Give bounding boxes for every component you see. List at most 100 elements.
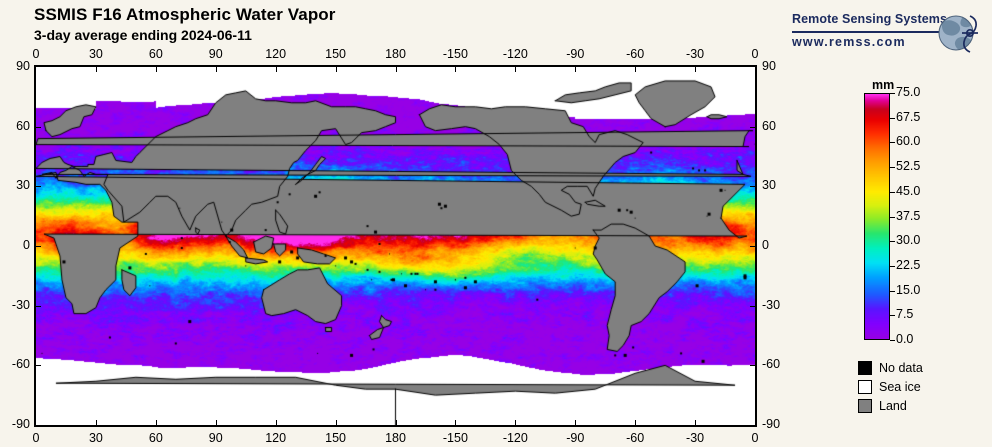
legend-item-sea-ice: Sea ice	[858, 377, 923, 396]
y-tick-label-right: -60	[762, 357, 781, 372]
colorbar-tick-label: 67.5	[896, 109, 921, 124]
colorbar-tick-mark	[890, 142, 895, 144]
x-tick-mark	[95, 420, 97, 427]
y-tick-mark	[34, 126, 41, 128]
x-tick-mark	[155, 65, 157, 72]
legend-swatch-sea-ice	[858, 379, 872, 394]
colorbar-unit-label: mm	[872, 78, 895, 92]
colorbar-tick-label: 45.0	[896, 183, 921, 198]
x-tick-mark	[635, 420, 637, 427]
y-tick-label-left: 30	[16, 178, 30, 193]
x-tick-label-bottom: -60	[626, 431, 645, 445]
x-tick-label-bottom: 90	[208, 431, 223, 445]
x-tick-label-bottom: 0	[32, 431, 40, 445]
x-tick-label-top: -90	[566, 47, 585, 61]
legend-swatch-no-data	[858, 360, 872, 375]
colorbar-tick-label: 7.5	[896, 307, 914, 322]
remss-logo: Remote Sensing Systems www.remss.com	[792, 10, 982, 58]
page-subtitle: 3-day average ending 2024-06-11	[34, 27, 252, 43]
x-tick-label-bottom: 0	[751, 431, 759, 445]
colorbar-tick-label: 37.5	[896, 208, 921, 223]
x-tick-mark	[515, 65, 517, 72]
y-tick-label-right: 60	[762, 118, 776, 133]
y-tick-label-right: 90	[762, 59, 776, 73]
map-legend: No data Sea ice Land	[858, 358, 923, 415]
colorbar-tick-mark	[890, 93, 895, 94]
colorbar-tick-mark	[890, 117, 895, 119]
x-tick-label-bottom: 60	[148, 431, 163, 445]
map-plot-area[interactable]	[34, 65, 757, 427]
page-title: SSMIS F16 Atmospheric Water Vapor	[34, 5, 336, 24]
x-tick-label-bottom: 150	[325, 431, 346, 445]
colorbar-tick-label: 75.0	[896, 85, 921, 99]
x-tick-mark	[95, 65, 97, 72]
y-tick-label-right: 0	[762, 238, 769, 252]
x-tick-mark	[575, 65, 577, 72]
x-tick-mark	[695, 420, 697, 427]
colorbar-tick-label: 15.0	[896, 282, 921, 297]
x-tick-label-top: 90	[208, 47, 223, 61]
x-tick-label-top: 60	[148, 47, 163, 61]
x-tick-mark	[455, 420, 457, 427]
legend-label-sea-ice: Sea ice	[879, 379, 921, 394]
y-tick-label-right: -30	[762, 297, 781, 312]
colorbar-tick-mark	[890, 216, 895, 218]
legend-swatch-land	[858, 398, 872, 413]
y-tick-mark	[34, 365, 41, 367]
y-tick-label-right: 30	[762, 178, 776, 193]
x-tick-mark	[215, 65, 217, 72]
y-tick-label-left: 90	[16, 59, 30, 73]
logo-organization: Remote Sensing Systems	[792, 12, 948, 26]
y-tick-label-left: -90	[11, 417, 30, 431]
y-tick-mark	[34, 186, 41, 188]
x-tick-mark	[215, 420, 217, 427]
y-tick-label-left: 0	[23, 238, 30, 252]
x-tick-label-top: -60	[626, 47, 645, 61]
x-tick-label-top: 0	[751, 47, 759, 61]
x-tick-label-top: 150	[325, 47, 346, 61]
colorbar-gradient	[864, 93, 890, 340]
x-tick-label-top: 0	[32, 47, 40, 61]
x-tick-mark	[275, 420, 277, 427]
y-tick-mark	[750, 126, 757, 128]
legend-item-land: Land	[858, 396, 923, 415]
y-tick-label-left: -60	[11, 357, 30, 372]
x-tick-label-top: -120	[502, 47, 528, 61]
legend-label-land: Land	[879, 398, 907, 413]
x-tick-label-bottom: -90	[566, 431, 585, 445]
colorbar-tick-label: 52.5	[896, 159, 921, 174]
y-tick-mark	[750, 365, 757, 367]
x-tick-mark	[575, 420, 577, 427]
x-tick-label-bottom: 30	[88, 431, 103, 445]
legend-label-no-data: No data	[879, 360, 923, 375]
x-tick-label-top: -150	[442, 47, 468, 61]
logo-divider	[792, 31, 944, 33]
y-tick-mark	[34, 246, 41, 247]
y-tick-mark	[750, 305, 757, 307]
y-tick-mark	[34, 305, 41, 307]
x-tick-mark	[635, 65, 637, 72]
x-tick-label-bottom: -150	[442, 431, 468, 445]
colorbar-tick-label: 0.0	[896, 332, 914, 346]
y-tick-mark	[750, 246, 757, 247]
x-tick-mark	[335, 65, 337, 72]
x-tick-label-bottom: -30	[686, 431, 705, 445]
x-tick-mark	[515, 420, 517, 427]
colorbar-tick-mark	[890, 315, 895, 317]
vapor-field-raster	[36, 67, 755, 425]
colorbar-tick-label: 60.0	[896, 134, 921, 149]
colorbar-tick-mark	[890, 191, 895, 193]
x-tick-label-top: -30	[686, 47, 705, 61]
colorbar-tick-mark	[890, 265, 895, 267]
y-tick-mark	[750, 186, 757, 188]
x-tick-label-bottom: 120	[265, 431, 287, 445]
x-tick-label-bottom: -120	[502, 431, 528, 445]
x-tick-mark	[335, 420, 337, 427]
x-tick-label-top: 180	[385, 47, 406, 61]
y-tick-label-left: 60	[16, 118, 30, 133]
y-tick-label-left: -30	[11, 297, 30, 312]
colorbar-tick-mark	[890, 340, 895, 341]
globe-icon	[938, 15, 978, 53]
colorbar-tick-label: 30.0	[896, 233, 921, 248]
